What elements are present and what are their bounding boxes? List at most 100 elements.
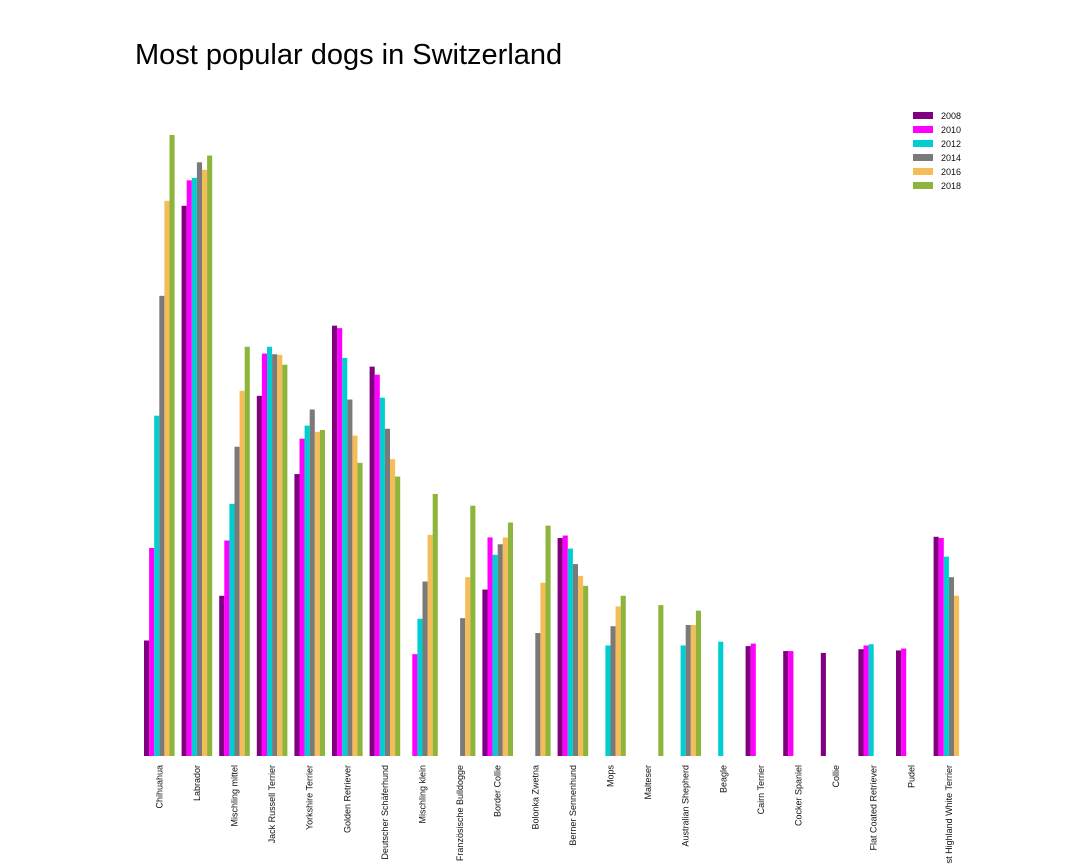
bar-mops-2016 bbox=[615, 606, 621, 756]
bar-jack-russell-terrier-2012 bbox=[267, 346, 273, 756]
bar-chihuahua-2018 bbox=[169, 135, 175, 756]
bar-chihuahua-2016 bbox=[164, 200, 170, 756]
bar-franzosische-bulldogge-2014 bbox=[460, 618, 466, 756]
bar-labrador-2010 bbox=[186, 180, 192, 756]
bar-franzosische-bulldogge-2016 bbox=[465, 577, 471, 756]
bar-berner-sennenhund-2014 bbox=[572, 564, 578, 756]
bar-australian-shepherd-2012 bbox=[680, 645, 686, 756]
bar-mischling-klein-2014 bbox=[422, 581, 428, 756]
x-tick-label: Chihuahua bbox=[154, 765, 164, 809]
bar-west-highland-white-terrier-2008 bbox=[933, 536, 939, 756]
bar-beagle-2012 bbox=[718, 641, 724, 756]
bar-border-collie-2014 bbox=[497, 544, 503, 756]
bar-mischling-mittel-2010 bbox=[224, 540, 230, 756]
bar-mops-2018 bbox=[620, 595, 626, 756]
bar-berner-sennenhund-2010 bbox=[562, 535, 568, 756]
bar-cocker-spaniel-2010 bbox=[788, 651, 794, 756]
bar-berner-sennenhund-2012 bbox=[567, 548, 573, 756]
bar-yorkshire-terrier-2012 bbox=[304, 425, 310, 756]
x-tick-label: Mischling klein bbox=[418, 765, 428, 824]
x-tick-label: Mischling mittel bbox=[230, 765, 240, 827]
legend-swatch-2018 bbox=[913, 182, 933, 189]
bar-bolonka-zwetna-2014 bbox=[535, 633, 541, 756]
bar-malteser-2018 bbox=[658, 605, 664, 756]
x-tick-label: Bolonka Zwetna bbox=[530, 765, 540, 830]
legend-label-2018: 2018 bbox=[941, 181, 961, 191]
bar-yorkshire-terrier-2014 bbox=[309, 409, 315, 756]
bar-golden-retriever-2010 bbox=[337, 328, 343, 756]
bar-golden-retriever-2014 bbox=[347, 399, 353, 756]
bar-australian-shepherd-2016 bbox=[690, 624, 696, 756]
bar-labrador-2012 bbox=[191, 177, 197, 757]
x-tick-label: Collie bbox=[831, 765, 841, 788]
bar-franzosische-bulldogge-2018 bbox=[470, 505, 476, 756]
legend-swatch-2012 bbox=[913, 140, 933, 147]
bar-chihuahua-2008 bbox=[144, 640, 150, 756]
bar-labrador-2016 bbox=[202, 169, 208, 756]
x-tick-label: West Highland White Terrier bbox=[944, 765, 954, 864]
legend-label-2012: 2012 bbox=[941, 139, 961, 149]
bar-golden-retriever-2016 bbox=[352, 435, 358, 756]
bar-labrador-2008 bbox=[181, 205, 187, 757]
bar-jack-russell-terrier-2018 bbox=[282, 364, 288, 756]
bar-cocker-spaniel-2008 bbox=[783, 651, 789, 756]
legend-label-2014: 2014 bbox=[941, 153, 961, 163]
bar-jack-russell-terrier-2016 bbox=[277, 354, 283, 756]
bar-mischling-klein-2010 bbox=[412, 654, 418, 756]
x-tick-label: Flat Coated Retriever bbox=[869, 765, 879, 851]
bar-yorkshire-terrier-2016 bbox=[314, 431, 320, 756]
x-tick-label: Französische Bulldogge bbox=[455, 765, 465, 861]
bar-chihuahua-2010 bbox=[149, 547, 155, 756]
bar-collie-2008 bbox=[820, 652, 826, 756]
bar-golden-retriever-2018 bbox=[357, 462, 363, 756]
bar-west-highland-white-terrier-2014 bbox=[948, 577, 954, 756]
x-tick-label: Beagle bbox=[718, 765, 728, 793]
x-tick-label: Pudel bbox=[906, 765, 916, 788]
x-tick-label: Cairn Terrier bbox=[756, 765, 766, 814]
bar-deutscher-schaferhund-2008 bbox=[369, 366, 375, 756]
bar-mischling-mittel-2014 bbox=[234, 446, 240, 756]
bar-west-highland-white-terrier-2010 bbox=[938, 538, 944, 756]
legend-swatch-2008 bbox=[913, 112, 933, 119]
bar-cairn-terrier-2008 bbox=[745, 646, 751, 756]
x-tick-label: Mops bbox=[606, 765, 616, 788]
x-tick-label: Jack Russell Terrier bbox=[267, 765, 277, 843]
bar-labrador-2018 bbox=[207, 155, 213, 757]
x-tick-label: Berner Sennenhund bbox=[568, 765, 578, 846]
bar-bolonka-zwetna-2018 bbox=[545, 525, 551, 756]
bars-layer bbox=[144, 135, 960, 757]
bar-deutscher-schaferhund-2012 bbox=[379, 397, 385, 756]
legend-swatch-2010 bbox=[913, 126, 933, 133]
bar-yorkshire-terrier-2008 bbox=[294, 474, 300, 756]
bar-mischling-mittel-2012 bbox=[229, 503, 235, 756]
bar-bolonka-zwetna-2016 bbox=[540, 582, 546, 756]
legend: 2008 2010 2012 2014 2016 2018 bbox=[913, 111, 961, 191]
bar-jack-russell-terrier-2010 bbox=[261, 353, 267, 756]
bar-mischling-klein-2012 bbox=[417, 618, 423, 756]
bar-deutscher-schaferhund-2018 bbox=[395, 476, 401, 756]
x-tick-label: Border Collie bbox=[493, 765, 503, 817]
bar-mops-2012 bbox=[605, 645, 611, 756]
legend-label-2016: 2016 bbox=[941, 167, 961, 177]
bar-west-highland-white-terrier-2016 bbox=[954, 595, 960, 756]
bar-berner-sennenhund-2008 bbox=[557, 538, 563, 756]
bar-yorkshire-terrier-2010 bbox=[299, 438, 305, 756]
legend-label-2008: 2008 bbox=[941, 111, 961, 121]
legend-swatch-2014 bbox=[913, 154, 933, 161]
bar-flat-coated-retriever-2010 bbox=[863, 645, 869, 756]
x-tick-label: Malteser bbox=[643, 765, 653, 800]
x-tick-label: Cocker Spaniel bbox=[794, 765, 804, 826]
bar-mischling-mittel-2018 bbox=[244, 346, 250, 756]
bar-deutscher-schaferhund-2016 bbox=[390, 459, 396, 756]
bar-jack-russell-terrier-2014 bbox=[272, 354, 278, 756]
bar-chihuahua-2012 bbox=[154, 415, 160, 756]
bar-jack-russell-terrier-2008 bbox=[256, 395, 262, 756]
bar-golden-retriever-2008 bbox=[332, 325, 338, 756]
bar-berner-sennenhund-2016 bbox=[578, 575, 584, 756]
bar-cairn-terrier-2010 bbox=[750, 643, 756, 756]
bar-deutscher-schaferhund-2010 bbox=[374, 374, 380, 756]
x-tick-label: Australian Shepherd bbox=[681, 765, 691, 847]
bar-australian-shepherd-2018 bbox=[695, 610, 701, 756]
bar-yorkshire-terrier-2018 bbox=[319, 429, 325, 756]
